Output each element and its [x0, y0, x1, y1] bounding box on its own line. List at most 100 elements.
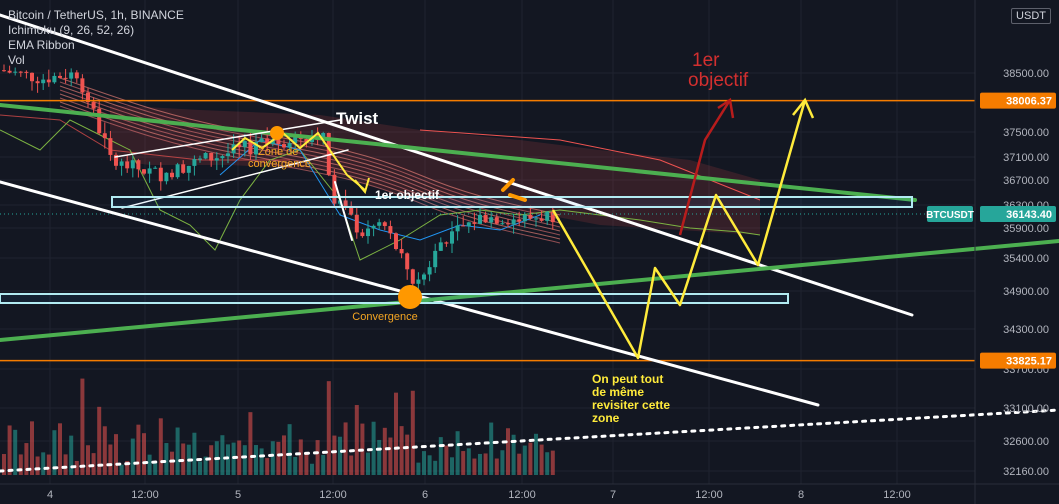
annotation-revisit-line: zone [592, 411, 620, 425]
grid [0, 0, 975, 484]
volume-bar [30, 421, 34, 475]
candle-body [147, 168, 152, 174]
annotation-first-target-red-line2: objectif [688, 70, 749, 91]
candle-body [534, 218, 538, 220]
candle-body [422, 274, 426, 280]
volume-bar [248, 412, 253, 475]
volume-bar [41, 452, 46, 475]
candle-body [444, 242, 449, 244]
volume-bar [343, 422, 348, 475]
red-arrowhead [717, 97, 735, 119]
volume-bar [298, 439, 303, 475]
x-tick-label: 6 [422, 489, 428, 501]
candle-body [226, 153, 230, 157]
volume-bar [366, 452, 370, 475]
candle-body [506, 223, 510, 225]
candle-body [186, 165, 191, 173]
volume-bar [80, 378, 85, 475]
candle-body [433, 250, 438, 268]
candle-body [399, 249, 404, 254]
candle-body [170, 172, 174, 178]
volume-bar [461, 451, 466, 475]
volume-bar [52, 430, 57, 475]
legend-volume[interactable]: Vol [8, 53, 25, 67]
candle-body [472, 222, 477, 224]
currency-selector[interactable]: USDT [1011, 8, 1051, 24]
x-tick-label: 8 [798, 489, 804, 501]
candle-body [181, 164, 186, 173]
candle-body [24, 71, 29, 73]
volume-bar [198, 461, 202, 475]
cloud-area [110, 105, 760, 235]
candle-body [494, 217, 499, 224]
ema-line [59, 105, 561, 244]
candle-body [343, 200, 348, 206]
candle-body [142, 169, 146, 174]
convergence-circle [398, 285, 422, 309]
volume-bars [2, 378, 555, 475]
volume-bar [394, 392, 398, 475]
volume-bar [354, 405, 359, 475]
y-tick-label: 35900.00 [1003, 223, 1049, 235]
legend-title[interactable]: Bitcoin / TetherUS, 1h, BINANCE [8, 8, 184, 22]
volume-bar [242, 445, 247, 475]
candle-body [405, 253, 410, 270]
candle-body [2, 70, 6, 72]
volume-bar [170, 451, 174, 475]
zone-convergence-circle [270, 126, 284, 140]
volume-bar [287, 424, 292, 475]
volume-bar [382, 427, 387, 475]
y-tick-label: 34900.00 [1003, 286, 1049, 298]
volume-bar [130, 438, 135, 475]
candle-body [438, 242, 443, 251]
volume-bar [58, 423, 62, 475]
legend-ema-ribbon[interactable]: EMA Ribbon [8, 38, 75, 52]
candle-body [282, 144, 286, 148]
candle-body [528, 214, 533, 219]
volume-bar [158, 418, 163, 475]
volume-bar [108, 444, 113, 475]
candle-body [354, 214, 359, 233]
symbol-tag-label: BTCUSDT [926, 210, 974, 221]
volume-bar [338, 436, 342, 475]
yellow-projection-path [551, 99, 807, 360]
volume-bar [304, 453, 309, 475]
volume-bar [433, 460, 438, 475]
volume-bar [259, 448, 264, 475]
volume-bar [74, 460, 79, 475]
volume-bar [102, 426, 107, 475]
volume-bar [35, 456, 40, 475]
volume-bar [153, 461, 158, 475]
candle-body [371, 225, 376, 229]
candle-body [153, 167, 158, 169]
candle-body [332, 174, 337, 204]
volume-bar [349, 455, 354, 475]
y-tick-label: 36700.00 [1003, 175, 1049, 187]
legend-ichimoku[interactable]: Ichimoku (9, 26, 52, 26) [8, 23, 135, 37]
volume-bar [321, 454, 326, 475]
ema-line [59, 77, 561, 216]
candle-body [455, 225, 460, 232]
yellow-small-arrowhead [354, 177, 370, 195]
candle-body [545, 211, 550, 221]
candle-body [164, 172, 169, 182]
candle-body [119, 161, 124, 166]
x-tick-label: 12:00 [319, 489, 347, 501]
x-tick-label: 12:00 [131, 489, 159, 501]
volume-bar [220, 435, 225, 475]
candle-body [427, 267, 432, 275]
volume-bar [276, 441, 281, 475]
candle-body [550, 211, 555, 223]
volume-bar [147, 454, 152, 475]
x-tick-label: 5 [235, 489, 241, 501]
candle-body [388, 226, 393, 234]
volume-bar [506, 428, 510, 475]
volume-bar [119, 464, 124, 475]
zone-box-lower [0, 293, 789, 304]
ema-line [59, 97, 561, 236]
candle-body [86, 92, 90, 103]
x-tick-label: 12:00 [508, 489, 536, 501]
